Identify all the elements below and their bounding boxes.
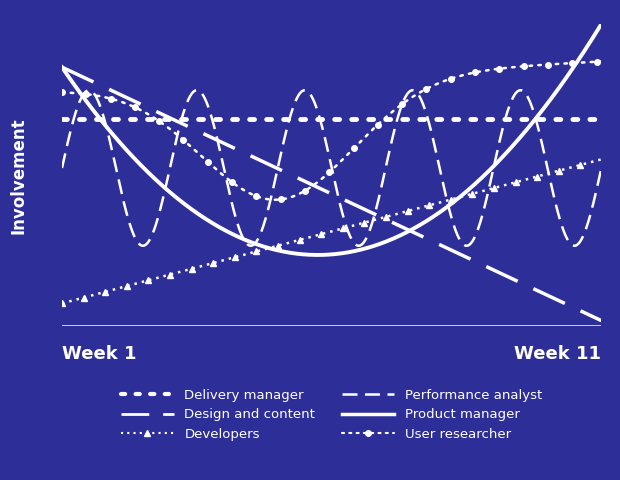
Line: Design and content: Design and content [62,67,601,321]
Product manager [314,252,322,258]
Design and content [489,266,496,272]
Performance analyst [479,209,487,215]
Performance analyst [86,87,93,93]
User researcher [58,90,66,96]
Line: Developers: Developers [58,156,605,307]
User researcher [113,97,121,103]
Design and content [277,167,284,173]
Delivery manager [113,116,121,122]
User researcher [272,197,279,203]
Legend: Delivery manager, Design and content, Developers, Performance analyst, Product m: Delivery manager, Design and content, De… [121,389,542,441]
Developers [489,186,496,192]
Design and content [113,90,121,96]
Product manager [277,248,284,254]
Text: Involvement: Involvement [10,117,28,233]
Design and content [428,239,436,244]
Product manager [489,164,497,170]
Performance analyst [114,173,122,179]
Performance analyst [598,165,605,171]
Delivery manager [489,116,496,122]
Text: Week 11: Week 11 [515,345,601,362]
Delivery manager [296,116,303,122]
Design and content [58,64,66,70]
Developers [428,202,436,207]
Line: Performance analyst: Performance analyst [62,90,601,246]
Product manager [479,174,487,180]
Developers [58,300,66,306]
Delivery manager [598,116,605,122]
User researcher [479,68,487,74]
Delivery manager [58,116,66,122]
Design and content [598,318,605,324]
Performance analyst [570,243,578,249]
Text: Week 1: Week 1 [62,345,136,362]
Performance analyst [429,136,436,142]
Line: User researcher: User researcher [60,59,604,203]
User researcher [429,83,436,89]
Performance analyst [296,90,304,96]
User researcher [598,59,605,64]
Delivery manager [479,116,486,122]
Product manager [598,21,605,27]
Developers [479,188,486,194]
User researcher [489,67,497,72]
Delivery manager [277,116,284,122]
Design and content [296,176,303,182]
Performance analyst [489,168,497,174]
Performance analyst [58,165,66,171]
Developers [277,242,284,248]
User researcher [277,196,285,202]
Product manager [296,251,303,257]
Developers [296,237,303,243]
Line: Product manager: Product manager [62,24,601,255]
Delivery manager [428,116,436,122]
User researcher [296,191,304,196]
Product manager [58,64,66,70]
Product manager [113,136,121,142]
Design and content [479,262,486,268]
Performance analyst [277,152,285,158]
Product manager [429,214,436,220]
Developers [598,156,605,162]
Developers [113,286,121,291]
